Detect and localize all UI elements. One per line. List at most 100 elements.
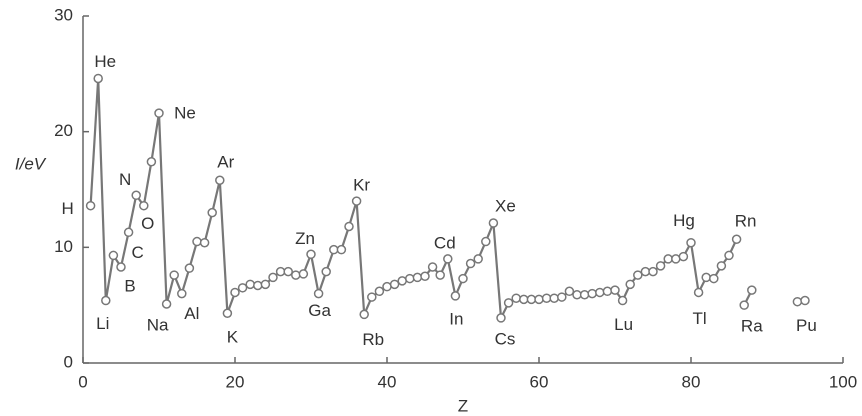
annotation: K bbox=[227, 328, 239, 347]
y-tick-label: 20 bbox=[54, 121, 73, 140]
data-point bbox=[716, 261, 727, 271]
annotation: Hg bbox=[673, 211, 695, 230]
data-point bbox=[306, 249, 316, 260]
data-point bbox=[792, 296, 803, 307]
data-point bbox=[359, 309, 369, 320]
data-point bbox=[564, 286, 575, 297]
data-point bbox=[382, 281, 392, 292]
data-point bbox=[298, 269, 309, 279]
data-point bbox=[519, 294, 529, 305]
data-point bbox=[595, 287, 605, 298]
annotation: Lu bbox=[614, 315, 633, 334]
data-point bbox=[663, 254, 673, 264]
annotation: Cs bbox=[495, 329, 516, 348]
data-point bbox=[443, 254, 453, 264]
data-point bbox=[693, 287, 704, 298]
x-tick-label: 40 bbox=[378, 372, 397, 391]
data-point bbox=[701, 272, 711, 283]
data-point bbox=[169, 270, 179, 280]
annotation: He bbox=[94, 52, 116, 71]
data-point bbox=[450, 291, 461, 301]
data-point bbox=[747, 285, 757, 295]
data-point bbox=[222, 308, 233, 319]
data-point bbox=[344, 221, 354, 232]
data-point bbox=[405, 273, 415, 284]
x-tick-label: 100 bbox=[829, 372, 857, 391]
x-tick-label: 20 bbox=[226, 372, 245, 391]
data-point bbox=[481, 236, 491, 247]
data-point bbox=[412, 272, 423, 283]
data-point bbox=[610, 285, 620, 295]
data-point bbox=[534, 294, 544, 305]
annotation: Pu bbox=[796, 316, 817, 335]
x-axis-label: Z bbox=[458, 396, 468, 415]
data-point bbox=[420, 271, 430, 281]
data-point bbox=[625, 279, 635, 290]
data-point bbox=[686, 237, 696, 248]
data-point bbox=[260, 279, 271, 290]
y-tick-label: 10 bbox=[54, 237, 73, 256]
data-point bbox=[321, 266, 331, 277]
annotation: Tl bbox=[693, 309, 707, 328]
data-point bbox=[427, 262, 438, 272]
data-point bbox=[435, 270, 445, 280]
data-point bbox=[230, 287, 240, 298]
data-point bbox=[336, 244, 347, 255]
annotation: H bbox=[61, 199, 73, 218]
data-point bbox=[724, 250, 734, 261]
data-point bbox=[253, 280, 263, 291]
data-point bbox=[237, 283, 248, 293]
data-point bbox=[496, 313, 506, 323]
data-point bbox=[633, 270, 643, 280]
data-point bbox=[101, 295, 111, 306]
data-point bbox=[640, 266, 651, 277]
data-point bbox=[215, 175, 225, 185]
data-point bbox=[488, 218, 499, 228]
data-point bbox=[397, 276, 407, 286]
data-point bbox=[374, 286, 385, 297]
data-point bbox=[177, 288, 187, 299]
data-point bbox=[146, 156, 157, 167]
annotation: Kr bbox=[353, 176, 370, 195]
y-tick-label: 0 bbox=[64, 352, 73, 371]
data-point bbox=[93, 73, 103, 84]
data-point bbox=[541, 293, 552, 303]
y-tick-label: 30 bbox=[54, 5, 73, 24]
annotation: B bbox=[124, 276, 135, 295]
data-point bbox=[731, 234, 742, 244]
annotation: Ar bbox=[217, 153, 234, 172]
data-point bbox=[389, 279, 400, 290]
annotation: N bbox=[119, 170, 131, 189]
annotation: Xe bbox=[495, 197, 516, 216]
annotation: Na bbox=[147, 315, 169, 334]
data-point bbox=[207, 207, 217, 218]
data-point bbox=[511, 293, 521, 303]
x-tick-label: 0 bbox=[78, 372, 87, 391]
data-point bbox=[199, 237, 210, 248]
annotation: Rb bbox=[362, 330, 384, 349]
y-axis-label: I/eV bbox=[15, 154, 47, 173]
annotation: Ne bbox=[174, 104, 196, 123]
data-point bbox=[503, 298, 514, 308]
data-point bbox=[184, 263, 195, 273]
annotation: Ra bbox=[741, 317, 763, 336]
annotation: Li bbox=[96, 314, 109, 333]
data-point bbox=[526, 294, 537, 305]
data-point bbox=[161, 299, 172, 309]
data-point bbox=[275, 266, 286, 277]
annotation: Ga bbox=[308, 301, 331, 320]
annotation: In bbox=[449, 309, 463, 328]
data-point bbox=[617, 295, 628, 306]
annotation: Cd bbox=[434, 233, 456, 252]
data-point bbox=[283, 266, 293, 277]
data-point bbox=[458, 273, 468, 284]
data-point bbox=[678, 251, 689, 262]
data-point bbox=[602, 286, 613, 297]
data-point bbox=[367, 292, 377, 302]
data-point bbox=[800, 295, 810, 306]
data-point bbox=[655, 261, 666, 271]
data-point bbox=[579, 290, 590, 300]
data-point bbox=[131, 190, 141, 201]
data-point bbox=[671, 254, 681, 264]
